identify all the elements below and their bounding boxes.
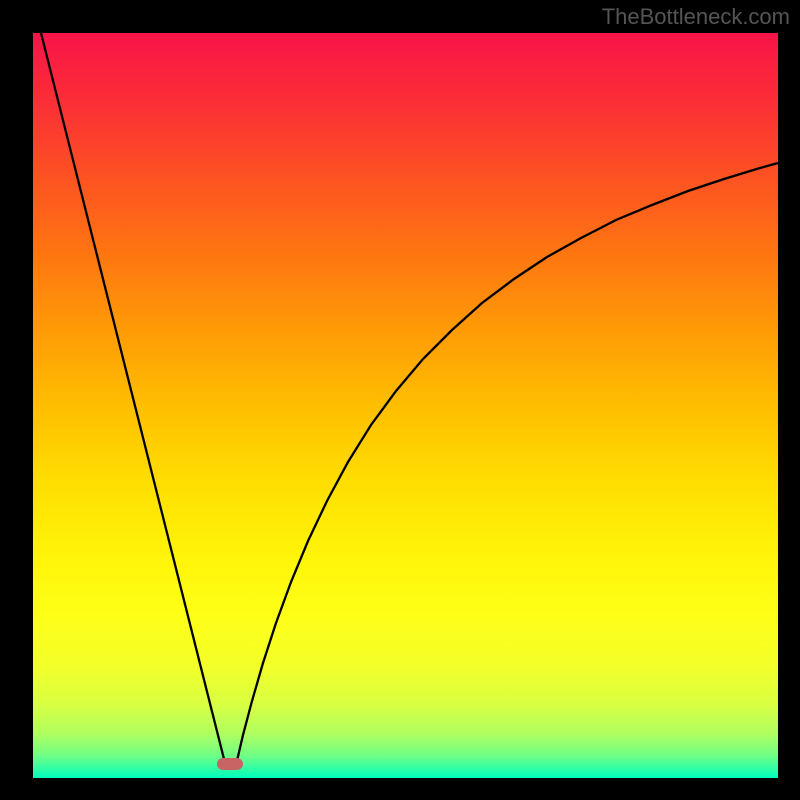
chart-container: TheBottleneck.com (0, 0, 800, 800)
plot-area (33, 33, 778, 778)
minimum-marker (217, 758, 243, 770)
watermark-text: TheBottleneck.com (602, 4, 790, 30)
gradient-background (33, 33, 778, 778)
